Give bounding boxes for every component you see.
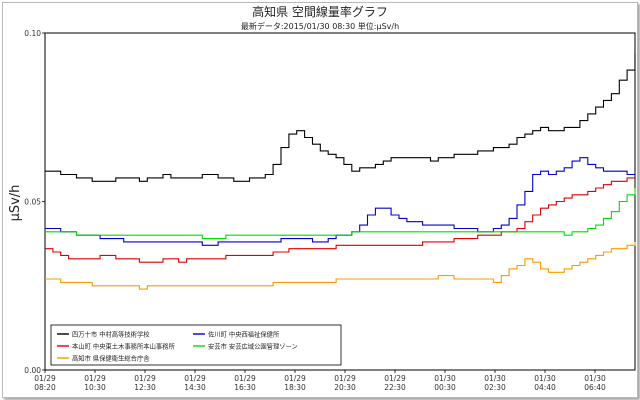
series-lines	[45, 53, 636, 290]
x-tick-date: 01/30	[484, 374, 506, 383]
x-tick-time: 10:30	[84, 383, 106, 392]
legend-label: 佐川町 中央西福祉保健所	[208, 329, 280, 338]
x-tick-time: 16:30	[234, 383, 256, 392]
chart-title: 高知県 空間線量率グラフ	[252, 4, 388, 19]
x-tick-date: 01/29	[234, 374, 256, 383]
x-tick-date: 01/30	[434, 374, 456, 383]
x-tick-date: 01/29	[334, 374, 356, 383]
x-tick-time: 02:30	[484, 383, 506, 392]
x-tick-time: 08:20	[34, 383, 56, 392]
x-tick-time: 00:30	[434, 383, 456, 392]
x-tick-date: 01/30	[534, 374, 556, 383]
x-tick-time: 22:30	[384, 383, 406, 392]
x-tick-time: 18:30	[284, 383, 306, 392]
x-tick-time: 06:40	[584, 383, 606, 392]
x-tick-date: 01/29	[184, 374, 206, 383]
series-line	[45, 241, 636, 290]
x-tick-time: 20:30	[334, 383, 356, 392]
series-line	[45, 188, 636, 240]
x-tick-date: 01/29	[284, 374, 306, 383]
chart: 高知県 空間線量率グラフ 最新データ:2015/01/30 08:30 単位:μ…	[8, 4, 636, 392]
x-tick-time: 12:30	[134, 383, 156, 392]
legend-label: 本山町 中央東土木事務所本山事務所	[72, 341, 175, 350]
x-tick-date: 01/29	[384, 374, 406, 383]
x-tick-date: 01/29	[84, 374, 106, 383]
y-tick-label: 0.00	[24, 366, 41, 375]
series-line	[45, 53, 636, 182]
x-tick-date: 01/29	[34, 374, 56, 383]
y-tick-label: 0.05	[24, 198, 41, 207]
chart-subtitle: 最新データ:2015/01/30 08:30 単位:μSv/h	[241, 21, 399, 31]
plot-area	[44, 32, 636, 371]
legend-box	[50, 324, 342, 366]
x-ticks: 01/2908:2001/2910:3001/2912:3001/2914:30…	[34, 370, 606, 392]
series-line	[45, 177, 635, 263]
y-tick-label: 0.10	[24, 29, 41, 38]
x-tick-date: 01/30	[584, 374, 606, 383]
x-tick-date: 01/29	[134, 374, 156, 383]
y-axis-label: μSv/h	[8, 185, 23, 222]
x-tick-time: 14:30	[184, 383, 206, 392]
series-line	[45, 157, 636, 246]
y-ticks: 0.00 0.05 0.10	[24, 29, 45, 375]
legend-label: 安芸市 安芸広域公園管理ゾーン	[208, 341, 298, 350]
legend-label: 四万十市 中村高等技術学校	[72, 329, 150, 338]
x-tick-time: 04:40	[534, 383, 556, 392]
legend-label: 高知市 県保健衛生総合庁舎	[72, 353, 150, 362]
